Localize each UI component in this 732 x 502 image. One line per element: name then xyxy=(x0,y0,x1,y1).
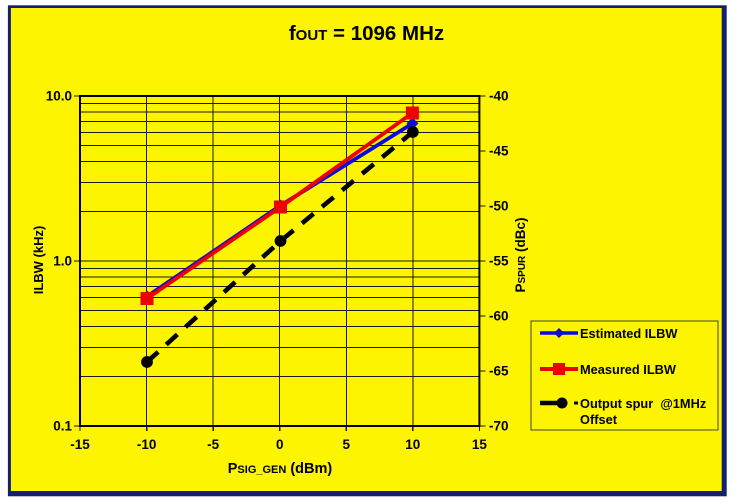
svg-text:15: 15 xyxy=(472,437,488,452)
svg-text:Offset: Offset xyxy=(580,412,618,427)
svg-text:1.0: 1.0 xyxy=(53,254,72,269)
svg-text:5: 5 xyxy=(343,437,351,452)
svg-text:-70: -70 xyxy=(489,419,509,434)
svg-text:fOUT = 1096 MHz: fOUT = 1096 MHz xyxy=(289,22,444,45)
svg-text:PSIG_GEN (dBm): PSIG_GEN (dBm) xyxy=(228,461,333,477)
svg-text:-5: -5 xyxy=(207,437,219,452)
svg-text:-60: -60 xyxy=(489,309,509,324)
svg-text:10: 10 xyxy=(405,437,420,452)
svg-text:10.0: 10.0 xyxy=(46,89,72,104)
svg-text:Estimated ILBW: Estimated ILBW xyxy=(580,326,678,341)
svg-text:-40: -40 xyxy=(489,89,509,104)
svg-text:ILBW (kHz): ILBW (kHz) xyxy=(31,226,46,295)
svg-text:-65: -65 xyxy=(489,364,509,379)
svg-text:-55: -55 xyxy=(489,254,509,269)
svg-text:-50: -50 xyxy=(489,199,509,214)
svg-text:Measured ILBW: Measured ILBW xyxy=(580,362,677,377)
svg-text:0.1: 0.1 xyxy=(53,419,72,434)
svg-text:Output spur @1MHz: Output spur @1MHz xyxy=(580,396,706,411)
svg-text:-10: -10 xyxy=(137,437,157,452)
svg-text:0: 0 xyxy=(276,437,284,452)
svg-text:-15: -15 xyxy=(70,437,90,452)
svg-text:-45: -45 xyxy=(489,144,509,159)
svg-text:PSPUR (dBc): PSPUR (dBc) xyxy=(513,217,528,292)
